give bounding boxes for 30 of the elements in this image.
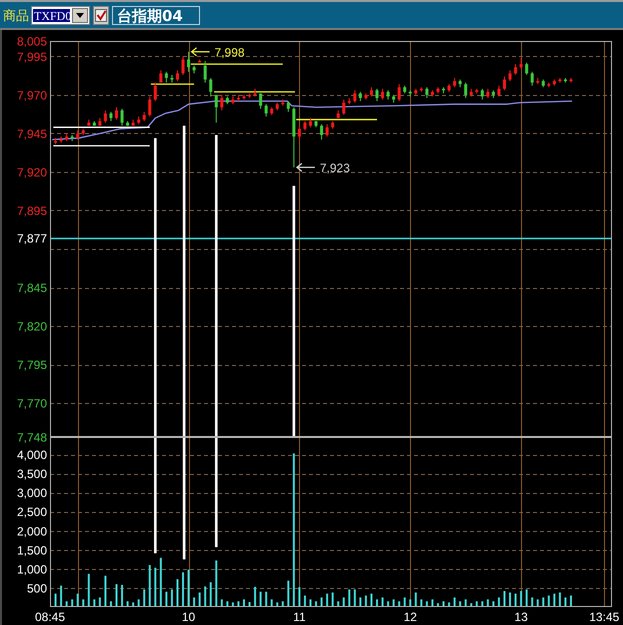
y-tick-label: 500 bbox=[26, 581, 48, 596]
y-tick-label: 7,748 bbox=[16, 430, 48, 444]
y-tick-label: 3,000 bbox=[16, 486, 48, 500]
annotation: 7,998 bbox=[214, 45, 245, 60]
x-tick-label: 12 bbox=[404, 610, 418, 624]
y-tick-label: 2,500 bbox=[16, 505, 48, 520]
y-tick-label: 1,500 bbox=[16, 543, 48, 558]
y-tick-label: 7,945 bbox=[16, 126, 48, 141]
y-tick-label: 7,845 bbox=[16, 281, 48, 296]
chart-title: 台指期04 bbox=[117, 7, 183, 25]
y-tick-label: 8,005 bbox=[16, 34, 48, 48]
y-tick-label: 1,000 bbox=[16, 562, 48, 576]
y-tick-label: 7,895 bbox=[16, 204, 48, 218]
annotation: 7,923 bbox=[320, 160, 350, 175]
y-tick-label: 7,920 bbox=[16, 165, 48, 180]
y-tick-label: 7,795 bbox=[16, 358, 48, 372]
y-tick-label: 7,877 bbox=[16, 232, 48, 246]
y-tick-label: 7,820 bbox=[16, 320, 48, 334]
text: 商品 bbox=[3, 9, 29, 24]
x-tick-label: 10 bbox=[182, 610, 196, 624]
y-tick-label: 7,770 bbox=[16, 396, 48, 411]
x-tick-label: 13:45 bbox=[589, 610, 620, 624]
y-tick-label: 7,970 bbox=[16, 88, 48, 102]
y-tick-label: 3,500 bbox=[16, 467, 48, 482]
y-tick-label: 7,995 bbox=[16, 50, 48, 64]
y-tick-label: 2,000 bbox=[16, 524, 48, 538]
x-tick-label: 08:45 bbox=[34, 610, 66, 624]
y-tick-label: 4,000 bbox=[16, 448, 48, 462]
x-tick-label: 13 bbox=[514, 610, 528, 624]
x-tick-label: 11 bbox=[293, 610, 306, 624]
